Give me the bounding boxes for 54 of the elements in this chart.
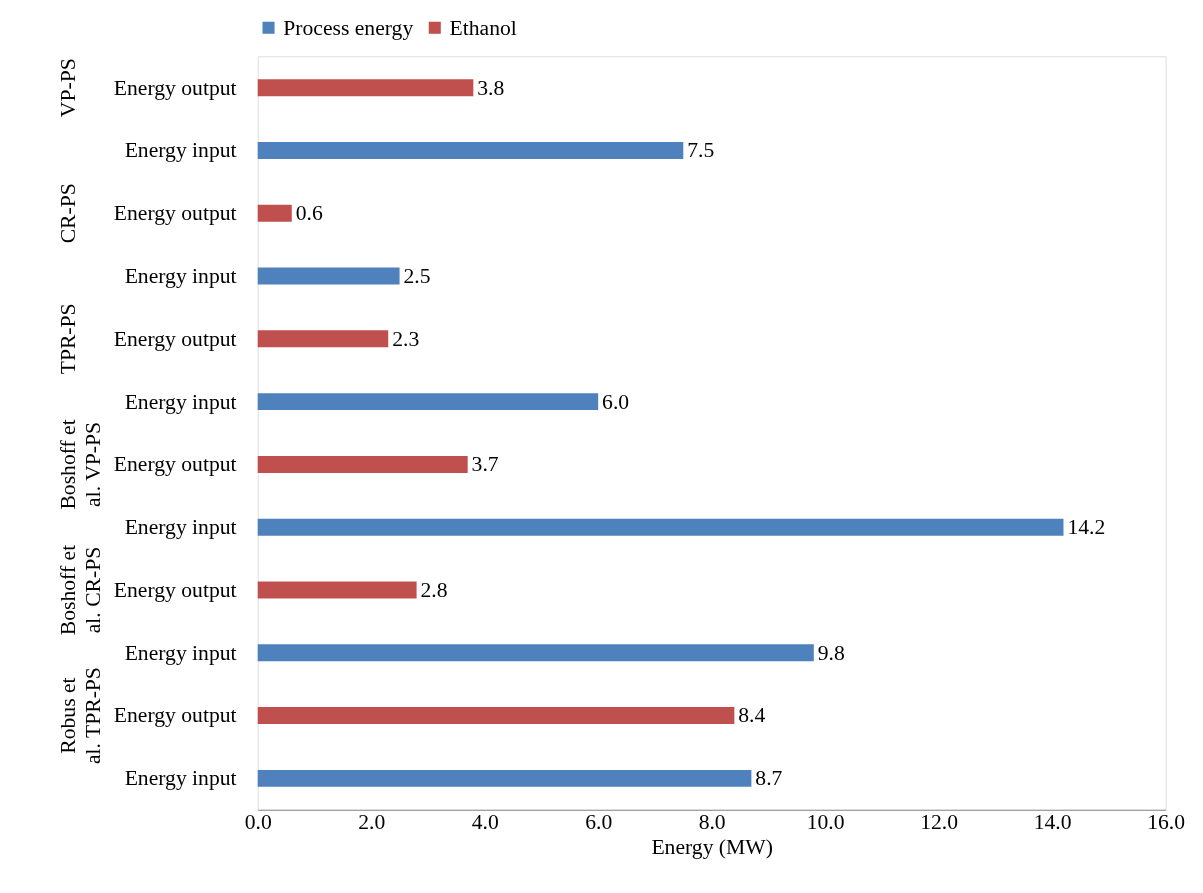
y-tick-label: Energy output [113,75,237,100]
text: Boshoff et al. CR-PS [55,544,106,636]
legend-label: Ethanol [449,15,517,40]
legend-label: Process energy [283,15,414,40]
y-tick-label: Energy output [113,452,237,477]
text: VP-PS [55,58,80,118]
x-tick-label: 8.0 [698,809,726,834]
x-tick-label: 12.0 [920,809,959,834]
bar [257,707,735,725]
data-label: 6.0 [602,389,630,414]
y-tick-label: Energy input [124,138,237,163]
bar [257,518,1064,536]
data-label: 8.4 [738,703,766,728]
y-tick-label: Energy input [124,766,237,791]
bar [257,267,400,285]
x-tick-label: 10.0 [806,809,845,834]
bar [257,79,474,97]
text: TPR-PS [55,303,80,375]
y-tick-label: Energy input [124,389,237,414]
data-label: 2.5 [403,263,431,288]
y-tick-label: Energy output [113,326,237,351]
data-label: 3.7 [471,452,499,477]
data-label: 2.3 [392,326,420,351]
x-tick-label: 4.0 [471,809,499,834]
bar [257,455,468,473]
bar [257,142,684,159]
bar [257,393,599,411]
y-tick-label: Energy input [124,640,237,665]
x-tick-label: 2.0 [358,809,386,834]
data-label: 8.7 [755,766,783,791]
text: CR-PS [55,183,80,244]
y-tick-label: Energy output [113,577,237,602]
x-tick-label: 6.0 [585,809,613,834]
x-tick-label: 14.0 [1033,809,1072,834]
data-label: 0.6 [295,201,323,226]
x-tick-label: 0.0 [244,809,272,834]
bar [257,769,752,787]
y-tick-label: Energy output [113,703,237,728]
bar [257,581,417,599]
text: Boshoff et al. VP-PS [55,419,106,510]
data-label: 14.2 [1067,515,1106,540]
bar [257,330,389,348]
bar [257,644,814,662]
text: Robus et al. TPR-PS [55,667,106,765]
data-label: 2.8 [420,577,448,602]
data-label: 7.5 [687,138,715,163]
bar [257,204,292,222]
y-tick-label: Energy output [113,201,237,226]
y-tick-label: Energy input [124,515,237,540]
x-tick-label: 16.0 [1147,809,1186,834]
data-label: 9.8 [817,640,845,665]
y-tick-label: Energy input [124,263,237,288]
x-axis-title: Energy (MW) [651,834,773,859]
data-label: 3.8 [477,75,505,100]
